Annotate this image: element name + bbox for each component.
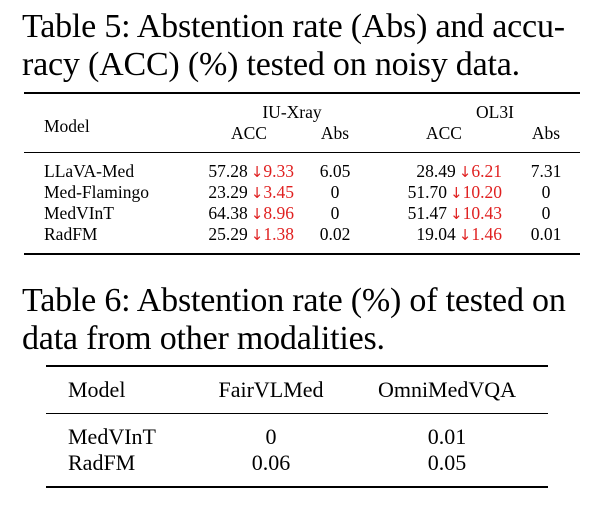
model-name: Med-Flamingo: [44, 182, 149, 202]
iu-abs-cell: 0: [330, 203, 340, 223]
table5-header-group-ol3i: OL3I: [476, 102, 514, 122]
acc-drop: 1.46: [471, 224, 502, 244]
table-row: Med-Flamingo 23.29 ↓3.45 0 51.70 ↓10.20 0: [24, 182, 580, 203]
table5-subheader-row: ACC Abs ACC Abs: [24, 123, 580, 153]
acc-drop: 10.20: [462, 182, 502, 202]
fairvlmed-cell: 0.06: [251, 450, 291, 475]
table5-header-group-iuxray: IU-Xray: [262, 102, 322, 122]
acc-drop: 6.21: [471, 161, 502, 181]
acc-value: 19.04: [416, 224, 456, 244]
ol-abs-cell: 0: [541, 182, 551, 202]
table5-header-abs: Abs: [320, 123, 350, 143]
acc-value: 51.47: [407, 203, 448, 223]
iu-abs-cell: 0.02: [319, 224, 351, 244]
table6-header-model: Model: [46, 366, 196, 414]
table6-header-row: Model FairVLMed OmniMedVQA: [46, 366, 548, 414]
acc-value: 23.29: [208, 182, 248, 202]
ol-abs-cell: 7.31: [530, 161, 562, 181]
model-name: LLaVA-Med: [44, 161, 135, 181]
acc-drop: 10.43: [462, 203, 502, 223]
model-name: MedVInT: [68, 424, 156, 449]
down-arrow-icon: ↓: [458, 163, 472, 181]
table-row: MedVInT 64.38 ↓8.96 0 51.47 ↓10.43 0: [24, 203, 580, 224]
model-name: RadFM: [68, 450, 136, 475]
down-arrow-icon: ↓: [250, 184, 264, 202]
down-arrow-icon: ↓: [450, 184, 463, 202]
table5-caption-line: Table 5: Abstention rate (Abs) and accu-: [22, 8, 565, 45]
table6-header-fairvlmed: FairVLMed: [196, 366, 346, 414]
table6-caption-line: data from other modalities.: [22, 320, 385, 357]
acc-drop: 9.33: [263, 161, 294, 181]
acc-value: 64.38: [208, 203, 248, 223]
acc-drop: 3.45: [263, 182, 294, 202]
table5-header-row: Model IU-Xray OL3I: [24, 93, 580, 136]
ol-acc-cell: 19.04 ↓1.46: [376, 224, 502, 254]
down-arrow-icon: ↓: [250, 226, 264, 244]
table6-caption-line: Table 6: Abstention rate (%) of tested o…: [22, 282, 566, 319]
ol-abs-cell: 0: [541, 203, 551, 223]
model-name: RadFM: [44, 224, 98, 244]
iu-abs-cell: 0: [330, 182, 340, 202]
table-row: LLaVA-Med 57.28 ↓9.33 6.05 28.49 ↓6.21 7.3…: [24, 152, 580, 183]
table6: Model FairVLMed OmniMedVQA MedVInT 0 0.0…: [46, 365, 548, 488]
table-row: RadFM 0.06 0.05: [46, 450, 548, 487]
acc-drop: 1.38: [263, 224, 294, 244]
iu-acc-cell: 64.38 ↓8.96: [174, 203, 294, 224]
omnimedvqa-cell: 0.01: [427, 424, 467, 449]
ol-acc-cell: 51.47 ↓10.43: [376, 203, 502, 224]
table6-header-omnimedvqa: OmniMedVQA: [346, 366, 548, 414]
model-name: MedVInT: [44, 203, 114, 223]
acc-value: 57.28: [208, 161, 248, 181]
table5-header-abs: Abs: [531, 123, 561, 143]
fairvlmed-cell: 0: [265, 424, 277, 449]
ol-acc-cell: 28.49 ↓6.21: [376, 153, 502, 183]
iu-acc-cell: 25.29 ↓1.38: [174, 224, 294, 254]
ol-acc-cell: 51.70 ↓10.20: [376, 182, 502, 203]
table6-caption: Table 6: Abstention rate (%) of tested o…: [22, 282, 590, 358]
table5-header-acc: ACC: [426, 123, 462, 143]
acc-value: 28.49: [416, 161, 456, 181]
table5-caption: Table 5: Abstention rate (Abs) and accu-…: [22, 8, 590, 84]
down-arrow-icon: ↓: [250, 163, 264, 181]
acc-value: 25.29: [208, 224, 248, 244]
down-arrow-icon: ↓: [250, 205, 264, 223]
down-arrow-icon: ↓: [458, 226, 472, 244]
table5-header-acc: ACC: [231, 123, 267, 143]
acc-value: 51.70: [407, 182, 448, 202]
iu-acc-cell: 23.29 ↓3.45: [174, 182, 294, 203]
iu-abs-cell: 6.05: [319, 161, 351, 181]
table5-caption-line: racy (ACC) (%) tested on noisy data.: [22, 46, 520, 83]
acc-drop: 8.96: [263, 203, 294, 223]
table-row: RadFM 25.29 ↓1.38 0.02 19.04 ↓1.46 0.01: [24, 224, 580, 254]
iu-acc-cell: 57.28 ↓9.33: [174, 153, 294, 183]
ol-abs-cell: 0.01: [530, 224, 562, 244]
table-row: MedVInT 0 0.01: [46, 414, 548, 451]
omnimedvqa-cell: 0.05: [427, 450, 467, 475]
table5-header-model: Model: [44, 115, 90, 136]
table5: Model IU-Xray OL3I ACC Abs ACC Abs LLaVA…: [24, 92, 580, 255]
down-arrow-icon: ↓: [450, 205, 463, 223]
